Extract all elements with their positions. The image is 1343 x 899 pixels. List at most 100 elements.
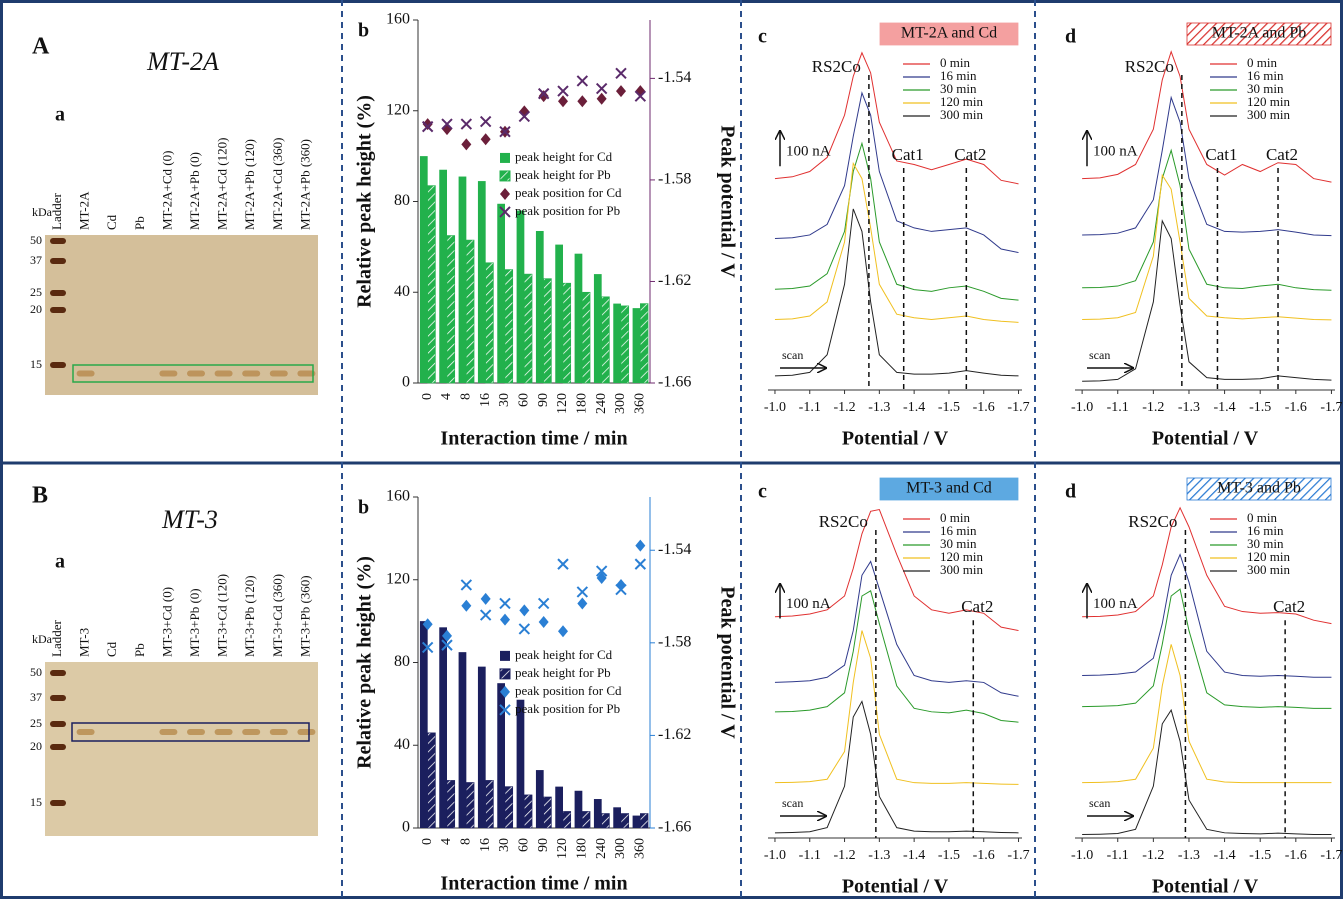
marker bbox=[479, 609, 492, 621]
marker bbox=[480, 133, 491, 146]
marker bbox=[442, 629, 452, 642]
x-tick-label: -1.6 bbox=[1285, 848, 1307, 863]
x-tick-label: 8 bbox=[459, 838, 474, 845]
bar bbox=[458, 652, 467, 828]
lane-label: MT-3+Pb (0) bbox=[187, 588, 202, 657]
x-tick-label: -1.5 bbox=[938, 848, 960, 863]
bar bbox=[543, 278, 552, 384]
legend-label: 0 min bbox=[1247, 510, 1277, 525]
marker bbox=[557, 85, 569, 97]
bar bbox=[446, 780, 456, 829]
gel-band bbox=[159, 370, 178, 377]
x-axis-label: Interaction time / min bbox=[440, 428, 627, 450]
gel-band bbox=[76, 370, 95, 377]
curve bbox=[1082, 219, 1332, 382]
marker bbox=[537, 87, 550, 100]
row-label: B bbox=[32, 483, 48, 509]
x-tick-label: -1.7 bbox=[1007, 848, 1029, 863]
marker-label: 15 bbox=[30, 357, 42, 371]
ladder-band bbox=[50, 744, 66, 750]
y-tick-label: 0 bbox=[402, 819, 410, 836]
y2-tick-label: -1.66 bbox=[658, 819, 691, 836]
marker-label: 20 bbox=[30, 739, 42, 753]
legend-label: 16 min bbox=[940, 68, 977, 83]
bar bbox=[640, 303, 649, 384]
scan-label: scan bbox=[782, 796, 803, 810]
x-tick-label: 8 bbox=[459, 393, 474, 400]
curve bbox=[1082, 173, 1332, 321]
gel-image bbox=[45, 235, 318, 395]
bar bbox=[601, 296, 610, 384]
ladder-band bbox=[50, 238, 66, 244]
marker bbox=[441, 118, 453, 130]
x-tick-label: -1.0 bbox=[1071, 400, 1093, 415]
x-tick-label: 60 bbox=[517, 838, 532, 852]
legend-label: 30 min bbox=[940, 536, 977, 551]
bar bbox=[620, 813, 630, 829]
panel-label: d bbox=[1065, 481, 1076, 503]
bar bbox=[477, 181, 486, 383]
x-tick-label: 0 bbox=[420, 393, 435, 400]
panel-label: b bbox=[358, 497, 369, 519]
curve bbox=[774, 560, 1019, 697]
x-axis-label: Interaction time / min bbox=[440, 873, 627, 895]
marker bbox=[479, 115, 492, 128]
bar bbox=[593, 799, 602, 828]
title-box-label: MT-2A and Cd bbox=[901, 25, 997, 42]
marker-label: 50 bbox=[30, 665, 42, 679]
x-tick-label: 16 bbox=[478, 838, 493, 852]
legend-label: 30 min bbox=[940, 81, 977, 96]
lane-label: MT-3+Pb (120) bbox=[242, 575, 257, 657]
legend-label: 300 min bbox=[940, 107, 983, 122]
bar bbox=[582, 291, 591, 384]
y2-tick-label: -1.66 bbox=[658, 374, 691, 391]
x-axis-label: Potential / V bbox=[1152, 428, 1259, 450]
marker-label: 15 bbox=[30, 795, 42, 809]
legend-label: 16 min bbox=[1247, 68, 1284, 83]
y2-axis-label: Peak potential / V bbox=[716, 586, 738, 739]
bar bbox=[535, 230, 544, 383]
marker bbox=[421, 641, 434, 654]
title-box bbox=[1186, 22, 1332, 46]
bar bbox=[419, 621, 428, 828]
bar bbox=[582, 811, 591, 829]
marker bbox=[538, 90, 549, 103]
ladder-band bbox=[50, 258, 66, 264]
bar bbox=[555, 244, 563, 383]
marker bbox=[558, 95, 568, 108]
legend-label: peak height for Pb bbox=[515, 665, 611, 680]
legend-label: 16 min bbox=[940, 523, 977, 538]
curve bbox=[774, 508, 1019, 632]
legend-label: 120 min bbox=[1247, 549, 1290, 564]
marker bbox=[576, 75, 589, 87]
ladder-band bbox=[50, 721, 66, 727]
curve bbox=[774, 630, 1019, 785]
marker bbox=[537, 597, 550, 610]
legend-label: peak position for Pb bbox=[515, 203, 620, 218]
gel-label: a bbox=[55, 104, 65, 126]
scan-label: scan bbox=[782, 348, 803, 362]
marker bbox=[557, 558, 569, 570]
gel-label: a bbox=[55, 551, 65, 573]
y-tick-label: 0 bbox=[402, 374, 410, 391]
bar bbox=[535, 770, 544, 828]
gel-image bbox=[45, 662, 318, 836]
scan-label: scan bbox=[1089, 796, 1110, 810]
scale-bar-label: 100 nA bbox=[786, 144, 831, 160]
highlight-box bbox=[71, 722, 310, 742]
marker bbox=[460, 579, 473, 591]
bar bbox=[504, 269, 514, 384]
x-tick-label: -1.2 bbox=[833, 848, 855, 863]
curve bbox=[1082, 50, 1332, 183]
x-axis-label: Potential / V bbox=[842, 428, 949, 450]
bar bbox=[555, 786, 563, 828]
y-axis-label: Relative peak height (%) bbox=[354, 556, 376, 769]
marker bbox=[461, 599, 472, 612]
marker bbox=[595, 565, 608, 577]
x-tick-label: 90 bbox=[536, 838, 551, 852]
x-tick-label: 30 bbox=[497, 393, 512, 407]
marker bbox=[422, 618, 433, 631]
bar bbox=[466, 239, 475, 384]
lane-label: Ladder bbox=[49, 193, 64, 230]
